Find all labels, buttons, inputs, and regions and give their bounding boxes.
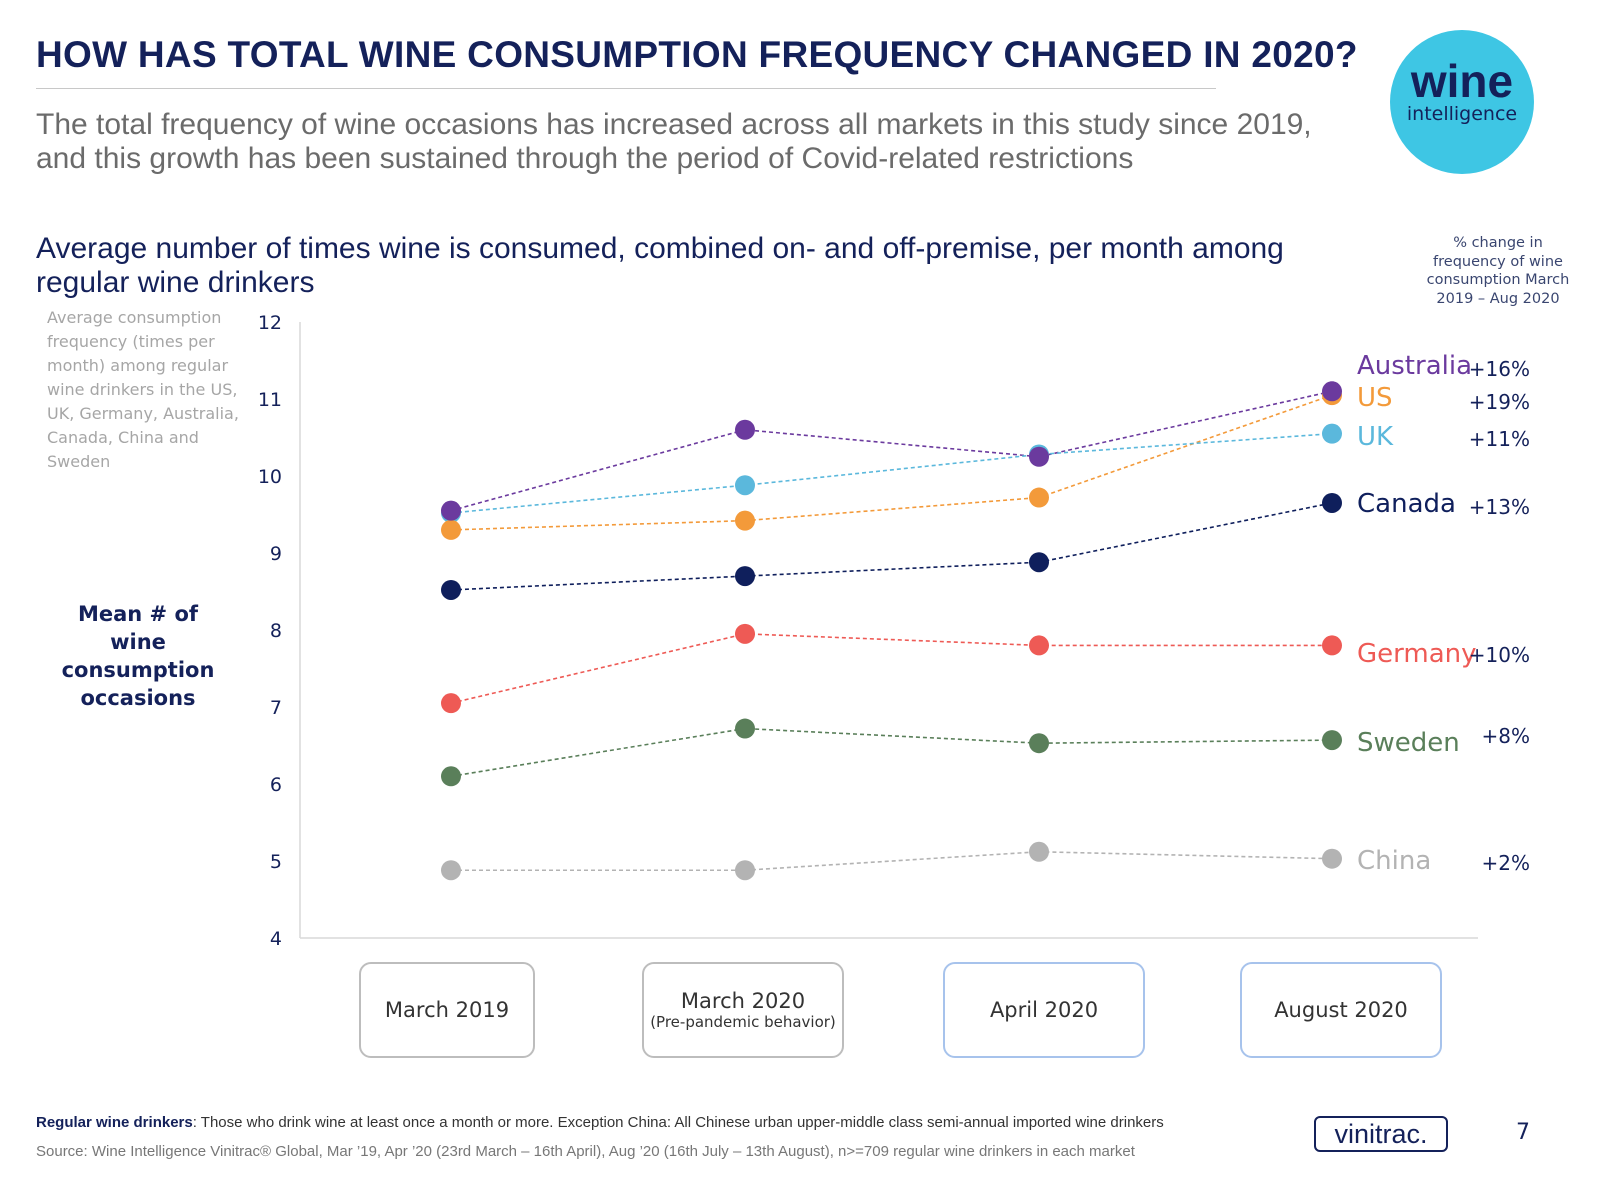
x-tick-label: March 2020 xyxy=(680,988,806,1013)
y-tick-label: 5 xyxy=(270,851,282,873)
data-point-china xyxy=(735,860,755,881)
data-point-us xyxy=(441,519,461,540)
definition-label: Regular wine drinkers xyxy=(36,1114,193,1131)
x-category-box: March 2020 (Pre-pandemic behavior) xyxy=(642,962,844,1058)
y-tick-label: 10 xyxy=(258,466,282,488)
data-point-china xyxy=(441,860,461,881)
data-point-canada xyxy=(735,566,755,587)
data-point-sweden xyxy=(735,718,755,739)
page-title: HOW HAS TOTAL WINE CONSUMPTION FREQUENCY… xyxy=(36,34,1358,75)
data-point-uk xyxy=(735,475,755,496)
series-line-us xyxy=(450,394,1333,531)
series-label-us: US xyxy=(1357,383,1393,413)
data-point-china xyxy=(1029,841,1049,862)
data-point-canada xyxy=(1322,492,1342,513)
data-point-canada xyxy=(441,579,461,600)
data-point-china xyxy=(1322,848,1342,869)
logo-word: wine xyxy=(1410,55,1514,107)
data-point-canada xyxy=(1029,552,1049,573)
data-point-sweden xyxy=(1322,730,1342,751)
data-point-germany xyxy=(735,623,755,644)
x-category-box: March 2019 xyxy=(359,962,535,1058)
series-line-sweden xyxy=(450,727,1333,778)
chart-title: Average number of times wine is consumed… xyxy=(36,232,1284,299)
y-tick-label: 9 xyxy=(270,543,282,565)
series-line-germany xyxy=(450,633,1332,704)
data-point-australia xyxy=(441,500,461,521)
y-tick-label: 4 xyxy=(270,928,282,950)
pct-change-canada: +13% xyxy=(1469,495,1530,519)
data-point-germany xyxy=(441,693,461,714)
source-note: Source: Wine Intelligence Vinitrac® Glob… xyxy=(36,1143,1135,1160)
series-label-china: China xyxy=(1357,846,1431,876)
series-label-canada: Canada xyxy=(1357,489,1456,519)
data-point-us xyxy=(735,510,755,531)
series-line-canada xyxy=(450,502,1333,591)
subtitle: The total frequency of wine occasions ha… xyxy=(36,108,1312,175)
y-tick-label: 7 xyxy=(270,697,282,719)
pct-change-sweden: +8% xyxy=(1482,724,1531,748)
y-tick-label: 12 xyxy=(258,312,282,334)
pct-change-us: +19% xyxy=(1469,390,1530,414)
series-line-australia xyxy=(450,390,1333,512)
data-point-australia xyxy=(1029,446,1049,467)
x-category-box: April 2020 xyxy=(943,962,1145,1058)
data-point-australia xyxy=(735,419,755,440)
y-axis-label: Mean # of wine consumption occasions xyxy=(61,602,215,710)
vinitrac-logo: vinitrac. xyxy=(1314,1116,1448,1152)
series-line-china xyxy=(451,850,1333,872)
page-number: 7 xyxy=(1516,1120,1530,1145)
series-label-sweden: Sweden xyxy=(1357,728,1460,758)
x-tick-sublabel: (Pre-pandemic behavior) xyxy=(650,1012,836,1031)
x-tick-label: April 2020 xyxy=(989,998,1099,1022)
title-divider xyxy=(36,88,1216,89)
pct-change-uk: +11% xyxy=(1469,427,1530,451)
pct-change-germany: +10% xyxy=(1469,643,1530,667)
data-point-germany xyxy=(1322,635,1342,656)
wine-intelligence-logo: wine intelligence xyxy=(1390,30,1534,174)
definition-note: Regular wine drinkers: Those who drink w… xyxy=(36,1114,1164,1131)
x-category-box: August 2020 xyxy=(1240,962,1442,1058)
y-tick-label: 11 xyxy=(258,389,282,411)
data-point-us xyxy=(1029,487,1049,508)
data-point-australia xyxy=(1322,381,1342,402)
x-tick-label: August 2020 xyxy=(1274,998,1408,1022)
data-point-sweden xyxy=(441,766,461,787)
y-tick-label: 8 xyxy=(270,620,282,642)
pct-change-australia: +16% xyxy=(1469,357,1530,381)
chart-note: Average consumption frequency (times per… xyxy=(47,308,239,471)
series-label-germany: Germany xyxy=(1357,639,1477,669)
series-line-uk xyxy=(450,432,1333,514)
data-point-uk xyxy=(1322,423,1342,444)
definition-text: : Those who drink wine at least once a m… xyxy=(192,1114,1164,1131)
x-tick-label: March 2019 xyxy=(384,998,510,1022)
data-point-germany xyxy=(1029,635,1049,656)
data-point-sweden xyxy=(1029,733,1049,754)
pct-change-header: % change in frequency of wine consumptio… xyxy=(1426,235,1570,307)
series-label-australia: Australia xyxy=(1357,351,1472,381)
y-tick-label: 6 xyxy=(270,774,282,796)
pct-change-china: +2% xyxy=(1482,851,1531,875)
logo-sub: intelligence xyxy=(1406,103,1518,125)
series-label-uk: UK xyxy=(1357,422,1394,452)
